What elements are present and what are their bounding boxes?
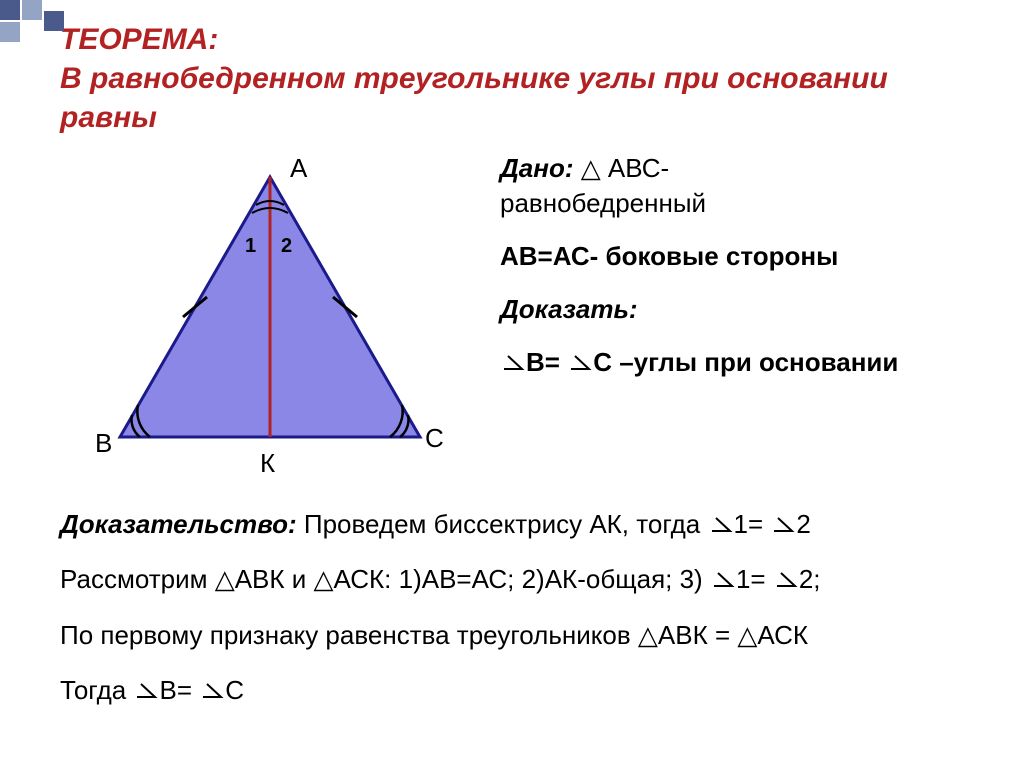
proof-heading: Доказательство: [60, 509, 297, 539]
proof-p4c: С [225, 675, 244, 705]
angle-2-label: 2 [281, 235, 292, 257]
theorem-title: ТЕОРЕМА: В равнобедренном треугольнике у… [60, 20, 984, 137]
proof-p1a: Проведем биссектрису АК, тогда [297, 509, 701, 539]
vertex-a-label: А [290, 153, 308, 183]
proof-p2a: Рассмотрим △АВК и △АСК: 1)АВ=АС; 2)АК-об… [60, 564, 710, 594]
angle-icon [770, 515, 796, 535]
given-line2: АВ=АС- боковые стороны [500, 241, 838, 271]
angle-icon [773, 570, 799, 590]
prove-right: С –углы при основании [593, 347, 898, 377]
given-line1b: равнобедренный [500, 188, 706, 218]
point-k-label: К [260, 448, 275, 478]
triangle-diagram: А В С К 1 2 [60, 147, 480, 487]
angle-icon [199, 681, 225, 701]
proof-p3: По первому признаку равенства треугольни… [60, 620, 808, 650]
given-sides: АВ=АС- боковые стороны [500, 239, 984, 274]
proof-line-4: Тогда В= С [60, 666, 984, 715]
given-line1a: △ АВС- [573, 153, 669, 183]
given-block: Дано: △ АВС- равнобедренный [500, 151, 984, 221]
vertex-b-label: В [95, 428, 112, 458]
angle-icon [710, 570, 736, 590]
proof-p2c: 2; [799, 564, 821, 594]
proof-line-1: Доказательство: Проведем биссектрису АК,… [60, 500, 984, 549]
angle-icon [567, 353, 593, 373]
corner-decoration [0, 0, 130, 60]
vertex-c-label: С [425, 423, 444, 453]
prove-heading: Доказать: [500, 294, 638, 324]
given-heading: Дано: [500, 153, 573, 183]
proof-p4b: В= [159, 675, 192, 705]
prove-left: В= [526, 347, 560, 377]
prove-heading-block: Доказать: [500, 292, 984, 327]
angle-1-label: 1 [245, 235, 256, 257]
proof-line-3: По первому признаку равенства треугольни… [60, 611, 984, 660]
proof-p1b: 1= [734, 509, 764, 539]
angle-icon [708, 515, 734, 535]
proof-p1c: 2 [796, 509, 810, 539]
proof-line-2: Рассмотрим △АВК и △АСК: 1)АВ=АС; 2)АК-об… [60, 555, 984, 604]
title-text: В равнобедренном треугольнике углы при о… [60, 62, 888, 134]
proof-p2b: 1= [736, 564, 766, 594]
angle-icon [133, 681, 159, 701]
prove-block: В= С –углы при основании [500, 345, 984, 380]
proof-p4a: Тогда [60, 675, 133, 705]
angle-icon [500, 353, 526, 373]
